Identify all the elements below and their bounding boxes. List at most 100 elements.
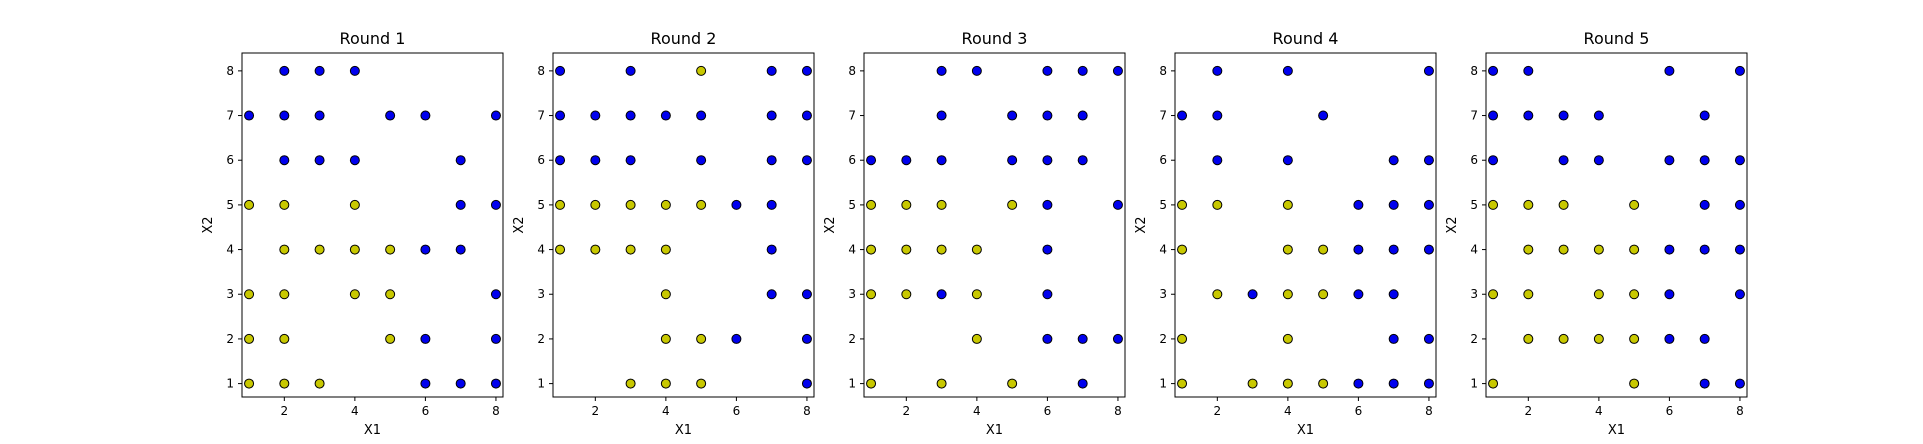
x-tick-label: 2	[281, 404, 289, 418]
data-point-yellow	[244, 378, 255, 389]
y-tick-label: 6	[1159, 153, 1167, 167]
data-point-blue	[490, 289, 501, 300]
data-point-blue	[1007, 155, 1018, 166]
data-point-yellow	[901, 199, 912, 210]
x-tick-label: 4	[1595, 404, 1603, 418]
data-point-yellow	[349, 244, 360, 255]
data-point-blue	[1112, 333, 1123, 344]
data-point-yellow	[1629, 333, 1640, 344]
data-point-blue	[420, 244, 431, 255]
data-point-blue	[731, 333, 742, 344]
data-point-blue	[1282, 155, 1293, 166]
data-point-blue	[1212, 110, 1223, 121]
data-point-blue	[1423, 65, 1434, 76]
y-tick-label: 4	[537, 243, 545, 257]
data-point-yellow	[279, 378, 290, 389]
data-point-yellow	[936, 378, 947, 389]
data-point-blue	[1007, 110, 1018, 121]
data-point-yellow	[314, 244, 325, 255]
data-point-blue	[490, 378, 501, 389]
data-point-blue	[801, 65, 812, 76]
y-tick-label: 1	[848, 377, 856, 391]
y-axis-label: X2	[201, 216, 216, 233]
data-point-blue	[1077, 65, 1088, 76]
data-point-blue	[1699, 110, 1710, 121]
data-point-blue	[936, 110, 947, 121]
x-tick-label: 8	[803, 404, 811, 418]
data-point-blue	[1699, 244, 1710, 255]
y-tick-label: 7	[848, 109, 856, 123]
data-point-yellow	[1282, 244, 1293, 255]
data-point-blue	[314, 65, 325, 76]
x-tick-label: 4	[1284, 404, 1292, 418]
data-point-yellow	[349, 289, 360, 300]
x-tick-label: 2	[1214, 404, 1222, 418]
data-point-yellow	[1488, 199, 1499, 210]
data-point-blue	[1558, 110, 1569, 121]
y-tick-label: 8	[1159, 64, 1167, 78]
panel-title: Round 3	[962, 29, 1028, 48]
y-tick-label: 3	[1159, 287, 1167, 301]
panel-title: Round 4	[1273, 29, 1339, 48]
data-point-yellow	[1523, 244, 1534, 255]
y-tick-label: 2	[848, 332, 856, 346]
data-point-blue	[801, 289, 812, 300]
y-tick-label: 8	[537, 64, 545, 78]
data-point-blue	[1353, 244, 1364, 255]
data-point-blue	[731, 199, 742, 210]
y-tick-label: 5	[1159, 198, 1167, 212]
y-tick-label: 4	[1159, 243, 1167, 257]
data-point-yellow	[1177, 378, 1188, 389]
y-tick-label: 5	[226, 198, 234, 212]
data-point-yellow	[1593, 333, 1604, 344]
data-point-blue	[1353, 378, 1364, 389]
y-tick-label: 7	[537, 109, 545, 123]
data-point-blue	[1388, 155, 1399, 166]
data-point-blue	[1664, 155, 1675, 166]
x-axis-label: X1	[986, 423, 1003, 438]
data-point-yellow	[1488, 378, 1499, 389]
plot-frame	[241, 52, 504, 398]
data-point-blue	[385, 110, 396, 121]
data-point-yellow	[385, 244, 396, 255]
scatter-panel-1: Round 1 2 4 6 8 1 2 3 4 5 6 7 8 X1 X2	[201, 29, 504, 438]
data-point-blue	[1488, 65, 1499, 76]
data-point-yellow	[971, 333, 982, 344]
data-point-blue	[1112, 199, 1123, 210]
data-point-blue	[1388, 378, 1399, 389]
data-point-blue	[766, 244, 777, 255]
data-point-blue	[1699, 199, 1710, 210]
x-tick-label: 6	[1666, 404, 1674, 418]
data-point-yellow	[866, 378, 877, 389]
data-point-blue	[490, 333, 501, 344]
data-point-yellow	[660, 199, 671, 210]
data-point-blue	[1388, 244, 1399, 255]
data-point-blue	[1423, 199, 1434, 210]
data-point-yellow	[1212, 199, 1223, 210]
data-point-blue	[660, 110, 671, 121]
data-point-blue	[490, 110, 501, 121]
data-point-blue	[766, 65, 777, 76]
data-point-blue	[766, 289, 777, 300]
data-point-yellow	[590, 199, 601, 210]
data-point-blue	[1664, 333, 1675, 344]
data-point-blue	[279, 155, 290, 166]
scatter-panel-4: Round 4 2 4 6 8 1 2 3 4 5 6 7 8 X1 X2	[1134, 29, 1437, 438]
x-tick-label: 8	[492, 404, 500, 418]
y-tick-label: 1	[1159, 377, 1167, 391]
y-tick-label: 4	[848, 243, 856, 257]
y-tick-label: 5	[1470, 198, 1478, 212]
data-point-blue	[590, 110, 601, 121]
data-point-blue	[1423, 333, 1434, 344]
data-point-blue	[936, 289, 947, 300]
data-point-yellow	[244, 199, 255, 210]
data-point-yellow	[696, 65, 707, 76]
data-point-blue	[1523, 65, 1534, 76]
data-point-yellow	[1593, 244, 1604, 255]
y-tick-label: 7	[1159, 109, 1167, 123]
data-point-blue	[1077, 378, 1088, 389]
y-tick-label: 3	[537, 287, 545, 301]
data-point-blue	[279, 110, 290, 121]
data-point-blue	[866, 155, 877, 166]
data-point-blue	[1177, 110, 1188, 121]
